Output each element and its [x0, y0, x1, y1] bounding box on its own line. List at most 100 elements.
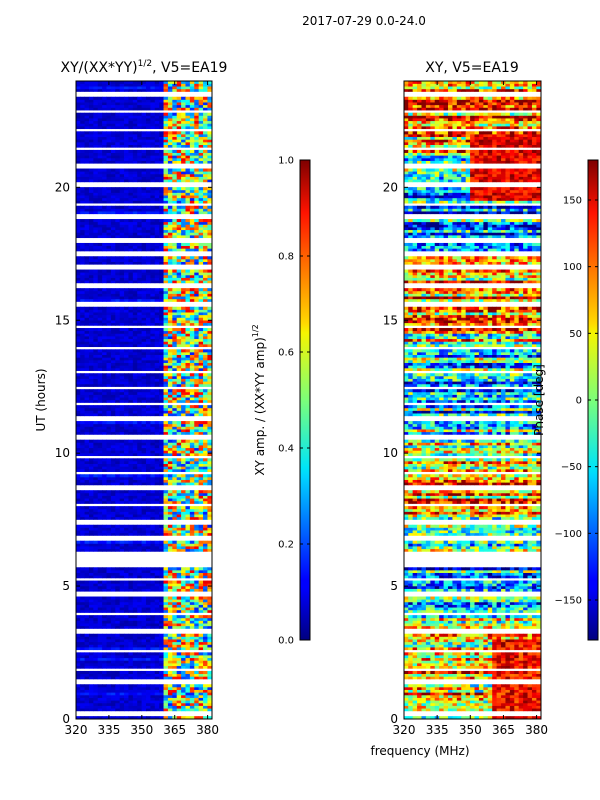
heatmap-cell — [189, 296, 195, 300]
heatmap-cell — [198, 450, 204, 454]
heatmap-cell — [132, 219, 138, 223]
heatmap-cell — [80, 609, 85, 613]
heatmap-cell — [185, 548, 191, 552]
heatmap-cell — [172, 527, 178, 531]
heatmap-cell — [145, 527, 151, 531]
heatmap-cell — [154, 378, 160, 382]
heatmap-cell — [88, 705, 94, 709]
heatmap-cell — [194, 450, 200, 454]
heatmap-cell — [194, 195, 200, 199]
heatmap-cell — [76, 543, 81, 547]
heatmap-cell — [132, 444, 138, 449]
heatmap-cell — [198, 330, 204, 334]
heatmap-cell — [110, 171, 116, 175]
heatmap-cell — [176, 615, 182, 619]
heatmap-cell — [141, 580, 147, 584]
heatmap-cell — [119, 660, 125, 664]
heatmap-cell — [102, 399, 107, 403]
heatmap-cell — [110, 498, 116, 502]
heatmap-cell — [102, 575, 107, 579]
heatmap-cell — [203, 317, 208, 321]
heatmap-cell — [128, 625, 134, 629]
heatmap-cell — [198, 569, 204, 573]
heatmap-cell — [172, 354, 178, 358]
heatmap-cell — [167, 293, 173, 297]
heatmap-cell — [93, 359, 99, 363]
heatmap-cell — [181, 633, 186, 637]
heatmap-cell — [163, 383, 169, 387]
heatmap-cell — [132, 423, 138, 427]
heatmap-cell — [84, 405, 90, 409]
heatmap-cell — [93, 458, 99, 462]
heatmap-cell — [80, 474, 85, 478]
heatmap-cell — [145, 516, 151, 520]
heatmap-cell — [141, 450, 147, 454]
heatmap-cell — [145, 623, 151, 627]
heatmap-cell — [119, 397, 125, 401]
heatmap-cell — [124, 716, 129, 719]
heatmap-cell — [167, 452, 173, 457]
heatmap-cell — [154, 644, 160, 648]
heatmap-cell — [150, 242, 156, 247]
heatmap-cell — [154, 171, 160, 175]
heatmap-cell — [150, 429, 156, 433]
heatmap-cell — [128, 248, 134, 252]
heatmap-cell — [128, 689, 134, 693]
heatmap-cell — [198, 312, 204, 316]
heatmap-cell — [110, 516, 116, 520]
heatmap-cell — [106, 662, 112, 667]
heatmap-cell — [203, 176, 208, 180]
heatmap-cell — [181, 662, 186, 667]
heatmap-cell — [203, 543, 208, 547]
heatmap-cell — [181, 354, 186, 358]
heatmap-cell — [154, 391, 160, 395]
heatmap-cell — [185, 317, 191, 321]
heatmap-cell — [194, 583, 200, 587]
heatmap-cell — [137, 623, 143, 627]
heatmap-cell — [185, 187, 191, 191]
heatmap-cell — [163, 338, 169, 342]
heatmap-cell — [163, 543, 169, 547]
heatmap-cell — [159, 442, 164, 446]
heatmap-cell — [84, 662, 90, 667]
heatmap-cell — [181, 647, 186, 651]
heatmap-cell — [194, 617, 200, 621]
heatmap-cell — [159, 219, 164, 223]
heatmap-cell — [93, 314, 99, 318]
heatmap-cell — [115, 524, 121, 528]
heatmap-cell — [207, 490, 212, 494]
heatmap-cell — [88, 192, 94, 196]
heatmap-cell — [119, 192, 125, 196]
heatmap-cell — [84, 580, 90, 584]
heatmap-cell — [106, 336, 112, 340]
heatmap-cell — [124, 314, 129, 318]
heatmap-cell — [181, 179, 186, 183]
heatmap-cell — [97, 708, 103, 712]
heatmap-cell — [154, 375, 160, 379]
heatmap-cell — [106, 351, 112, 356]
heatmap-cell — [150, 232, 156, 236]
heatmap-cell — [132, 583, 138, 587]
heatmap-cell — [181, 309, 186, 313]
heatmap-cell — [145, 272, 151, 276]
heatmap-cell — [189, 245, 195, 249]
heatmap-cell — [115, 511, 121, 515]
heatmap-cell — [145, 429, 151, 433]
heatmap-cell — [167, 657, 173, 661]
heatmap-cell — [137, 697, 143, 701]
heatmap-cell — [145, 381, 151, 385]
heatmap-cell — [176, 200, 182, 204]
heatmap-cell — [115, 205, 121, 209]
heatmap-cell — [124, 367, 129, 371]
heatmap-cell — [84, 261, 90, 265]
heatmap-cell — [124, 227, 129, 231]
heatmap-cell — [145, 442, 151, 446]
heatmap-cell — [106, 407, 112, 411]
heatmap-cell — [181, 697, 186, 701]
heatmap-cell — [106, 476, 112, 480]
heatmap-cell — [102, 694, 107, 698]
heatmap-cell — [115, 293, 121, 297]
heatmap-cell — [132, 620, 138, 624]
heatmap-cell — [93, 511, 99, 515]
heatmap-cell — [189, 623, 195, 627]
